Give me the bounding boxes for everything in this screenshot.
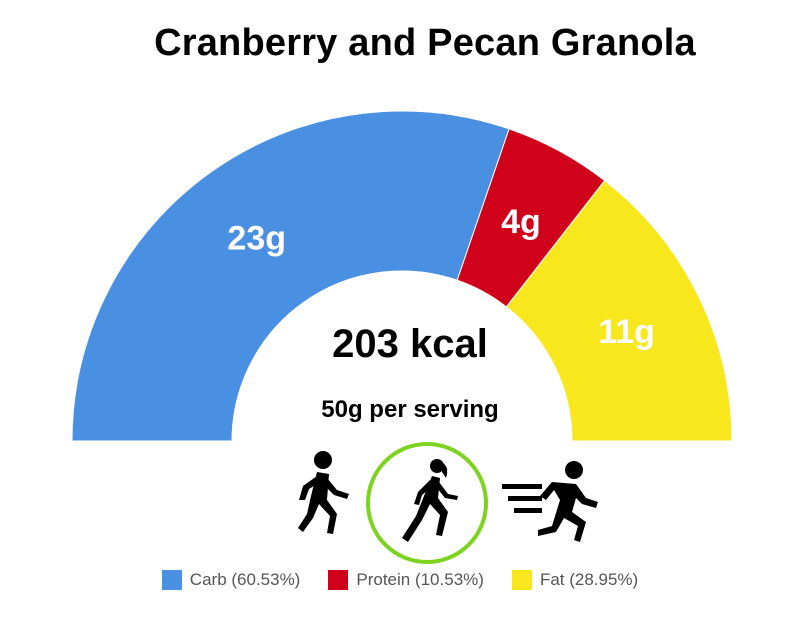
slice-fat[interactable] — [505, 179, 733, 442]
legend-item-protein[interactable]: Protein (10.53%) — [328, 570, 484, 590]
legend-swatch-protein — [328, 570, 349, 590]
sprinting-activity — [494, 438, 624, 568]
sprinting-person-icon — [502, 461, 598, 542]
legend-label-carb: Carb (60.53%) — [189, 570, 301, 589]
chart-legend: Carb (60.53%) Protein (10.53%) Fat (28.9… — [0, 570, 800, 590]
chart-title: Cranberry and Pecan Granola — [154, 22, 696, 64]
legend-item-fat[interactable]: Fat (28.95%) — [511, 570, 639, 590]
legend-label-protein: Protein (10.53%) — [356, 570, 484, 589]
slice-carb[interactable] — [71, 110, 510, 442]
legend-label-fat: Fat (28.95%) — [539, 570, 639, 589]
legend-item-carb[interactable]: Carb (60.53%) — [161, 570, 301, 590]
walking-activity — [255, 438, 385, 568]
legend-swatch-fat — [511, 570, 532, 590]
legend-swatch-carb — [161, 570, 182, 590]
walking-person-icon — [298, 451, 349, 534]
calories-value: 203 kcal — [332, 322, 488, 366]
slice-label-protein: 4g — [501, 203, 541, 241]
slice-label-fat: 11g — [598, 313, 655, 351]
slice-label-carb: 23g — [227, 220, 286, 258]
serving-size: 50g per serving — [321, 396, 499, 423]
running-woman-icon — [366, 442, 488, 564]
running-activity — [362, 438, 492, 568]
